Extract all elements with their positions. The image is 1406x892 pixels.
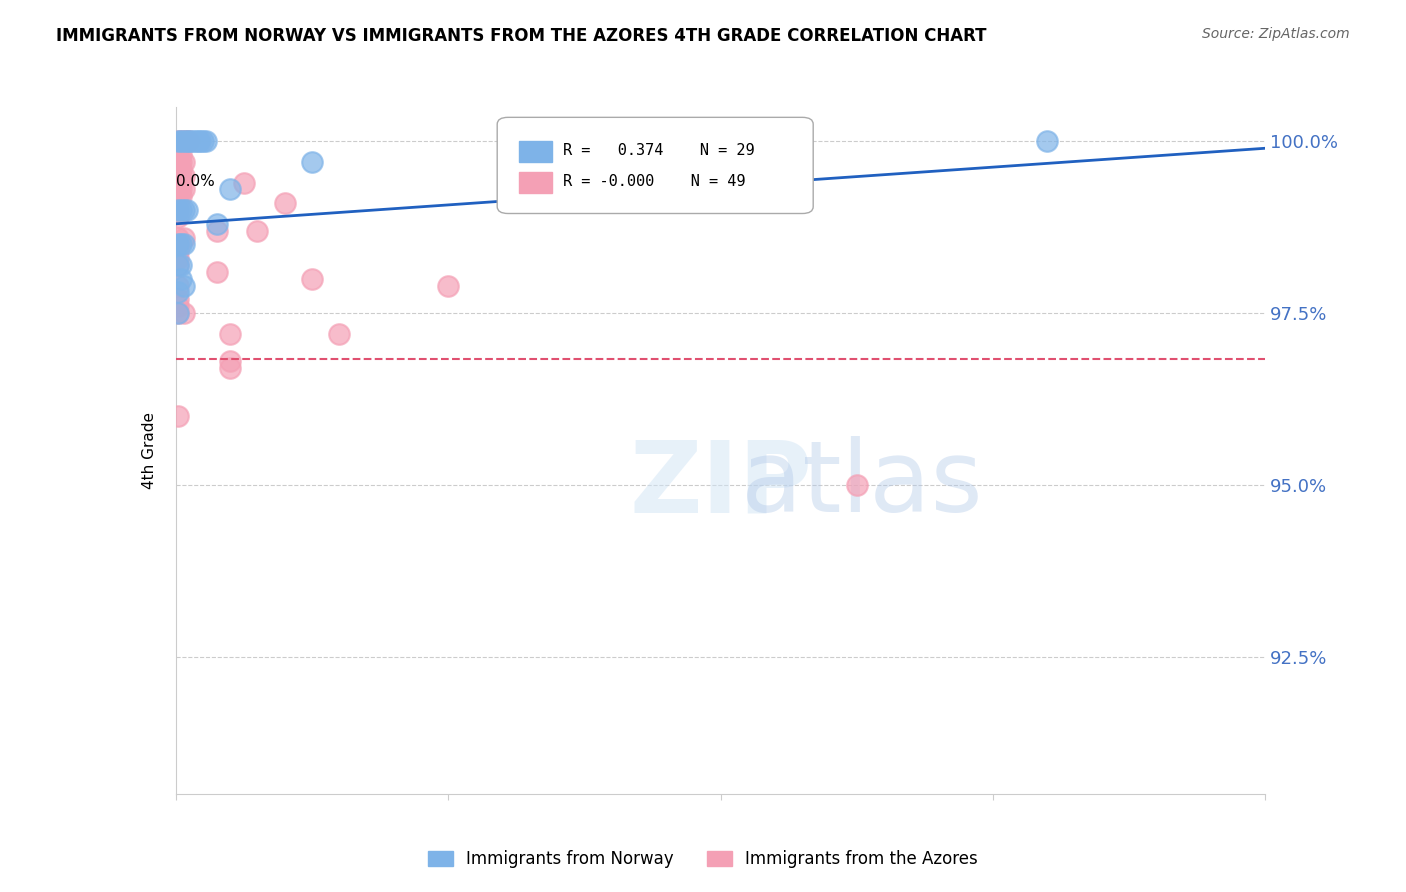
Text: 0.0%: 0.0% <box>176 174 215 189</box>
Point <box>173 169 195 183</box>
Point <box>167 161 190 176</box>
Point <box>170 169 193 183</box>
Point <box>173 278 195 293</box>
Point <box>167 176 190 190</box>
Point <box>167 202 190 217</box>
Point <box>167 306 190 320</box>
Point <box>170 148 193 162</box>
Point <box>191 134 214 148</box>
Text: IMMIGRANTS FROM NORWAY VS IMMIGRANTS FROM THE AZORES 4TH GRADE CORRELATION CHART: IMMIGRANTS FROM NORWAY VS IMMIGRANTS FRO… <box>56 27 987 45</box>
Point <box>179 134 201 148</box>
Point <box>167 251 190 265</box>
Point <box>167 258 190 272</box>
Point <box>710 134 733 148</box>
Point <box>167 202 190 217</box>
Point <box>167 285 190 300</box>
Point <box>167 169 190 183</box>
Point <box>167 134 190 148</box>
Point <box>170 134 193 148</box>
Point <box>173 134 195 148</box>
Point <box>219 326 242 341</box>
Point <box>170 189 193 203</box>
Point <box>170 155 193 169</box>
Point <box>176 134 198 148</box>
Y-axis label: 4th Grade: 4th Grade <box>142 412 157 489</box>
Point <box>205 224 228 238</box>
Point <box>167 306 190 320</box>
Point <box>205 265 228 279</box>
Point <box>170 258 193 272</box>
Point <box>186 134 209 148</box>
Point <box>173 237 195 252</box>
Point <box>274 196 297 211</box>
Point <box>179 134 201 148</box>
Point <box>167 148 190 162</box>
Point <box>219 182 242 196</box>
Legend: Immigrants from Norway, Immigrants from the Azores: Immigrants from Norway, Immigrants from … <box>422 844 984 875</box>
Point <box>232 176 254 190</box>
Point <box>246 224 269 238</box>
Bar <box>519 142 551 162</box>
Point <box>167 210 190 224</box>
Text: Source: ZipAtlas.com: Source: ZipAtlas.com <box>1202 27 1350 41</box>
Point <box>845 478 868 492</box>
Point <box>219 354 242 368</box>
Point <box>176 202 198 217</box>
Text: ZIP: ZIP <box>628 436 813 533</box>
Point <box>1036 134 1059 148</box>
Point <box>437 278 460 293</box>
Point <box>170 161 193 176</box>
Bar <box>519 172 551 193</box>
Point <box>167 182 190 196</box>
Point <box>170 271 193 285</box>
Point <box>167 258 190 272</box>
Point <box>167 155 190 169</box>
Point <box>167 230 190 244</box>
Point <box>173 182 195 196</box>
Text: R = -0.000    N = 49: R = -0.000 N = 49 <box>562 174 745 189</box>
Point <box>167 244 190 259</box>
Point <box>188 134 211 148</box>
FancyBboxPatch shape <box>498 118 813 213</box>
Point <box>170 237 193 252</box>
Point <box>301 155 323 169</box>
Point <box>170 176 193 190</box>
Point <box>167 237 190 252</box>
Point <box>181 134 204 148</box>
Point <box>167 299 190 313</box>
Point <box>184 134 207 148</box>
Point <box>173 202 195 217</box>
Point <box>328 326 350 341</box>
Point <box>170 202 193 217</box>
Point <box>205 217 228 231</box>
Point <box>167 278 190 293</box>
Point <box>167 196 190 211</box>
Point <box>173 155 195 169</box>
Point <box>176 134 198 148</box>
Point <box>167 293 190 307</box>
Point <box>194 134 217 148</box>
Point <box>170 134 193 148</box>
Point <box>173 134 195 148</box>
Point <box>167 237 190 252</box>
Point <box>173 230 195 244</box>
Text: atlas: atlas <box>741 436 983 533</box>
Point <box>167 409 190 424</box>
Point <box>170 182 193 196</box>
Text: R =   0.374    N = 29: R = 0.374 N = 29 <box>562 143 754 158</box>
Point <box>219 361 242 376</box>
Point <box>301 271 323 285</box>
Point <box>173 306 195 320</box>
Point <box>167 189 190 203</box>
Point <box>167 134 190 148</box>
